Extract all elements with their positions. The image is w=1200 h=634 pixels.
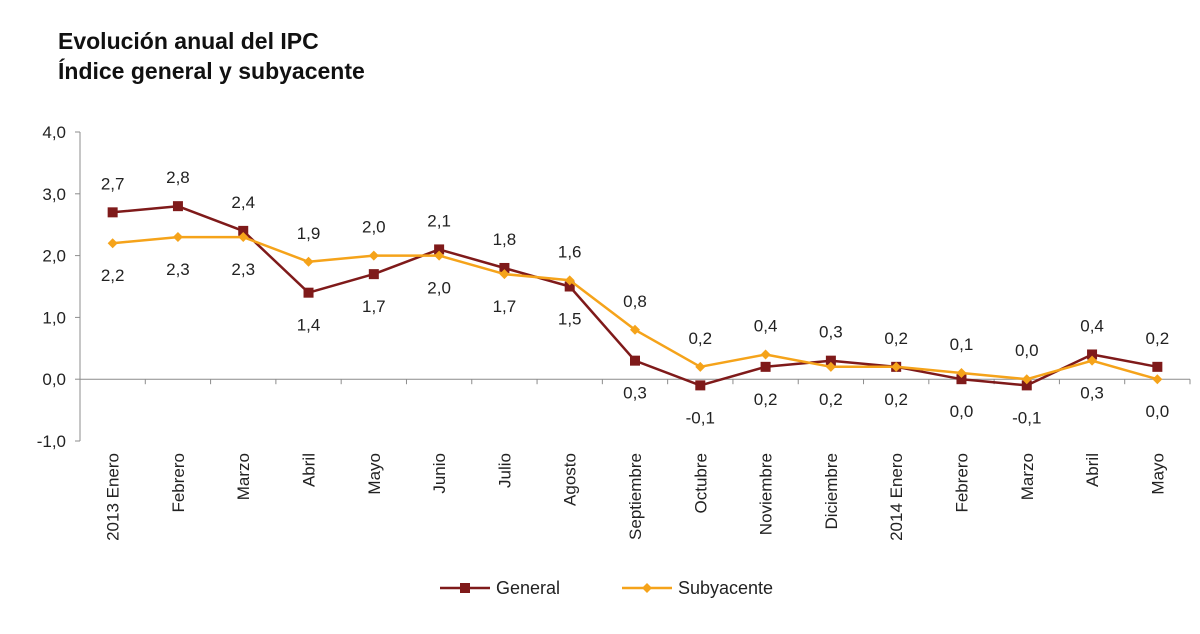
data-label-subyacente: 0,4	[754, 316, 778, 335]
data-label-general: 0,2	[1146, 329, 1170, 348]
point-subyacente	[434, 250, 445, 261]
data-label-subyacente: 2,3	[231, 260, 255, 279]
data-label-general: 1,8	[493, 230, 517, 249]
data-label-general: 2,8	[166, 168, 190, 187]
x-tick-label: 2014 Enero	[887, 453, 906, 541]
point-subyacente	[368, 250, 379, 261]
data-label-subyacente: 2,0	[362, 218, 386, 237]
data-label-subyacente: 0,8	[623, 292, 647, 311]
data-label-subyacente: 2,2	[101, 266, 125, 285]
x-tick-label: Abril	[300, 453, 319, 487]
y-tick-label: 3,0	[42, 185, 66, 204]
point-general	[1021, 380, 1032, 391]
point-subyacente	[107, 238, 118, 249]
data-label-general: 1,4	[297, 316, 321, 335]
data-label-general: 0,0	[950, 402, 974, 421]
point-general	[238, 225, 249, 236]
data-label-subyacente: 2,0	[427, 279, 451, 298]
point-subyacente	[303, 256, 314, 267]
point-subyacente	[1152, 374, 1163, 385]
x-tick-label: Marzo	[234, 453, 253, 500]
point-general	[630, 355, 640, 366]
x-tick-label: Julio	[495, 453, 514, 488]
legend-marker-subyacente	[642, 583, 652, 593]
x-tick-label: 2013 Enero	[104, 453, 123, 541]
chart-title-block: Evolución anual del IPC Índice general y…	[58, 26, 365, 86]
x-tick-label: Noviembre	[757, 453, 776, 535]
point-general	[368, 269, 379, 280]
y-tick-label: 4,0	[42, 123, 66, 142]
data-label-general: 0,3	[819, 323, 843, 342]
data-label-general: 0,4	[1080, 316, 1104, 335]
point-general	[695, 380, 706, 391]
data-label-subyacente: 0,2	[688, 329, 712, 348]
point-subyacente	[172, 232, 183, 243]
point-general	[825, 355, 836, 366]
x-tick-label: Mayo	[365, 453, 384, 495]
data-label-general: 0,2	[754, 390, 778, 409]
data-label-general: 2,7	[101, 174, 125, 193]
data-label-subyacente: 1,6	[558, 242, 582, 261]
data-label-subyacente: 0,3	[1080, 384, 1104, 403]
point-subyacente	[825, 361, 836, 372]
point-subyacente	[1087, 355, 1098, 366]
data-label-general: -0,1	[1012, 408, 1041, 427]
point-general	[564, 281, 575, 292]
data-label-general: 2,4	[231, 193, 255, 212]
data-label-subyacente: 1,7	[493, 297, 517, 316]
data-label-general: 1,7	[362, 297, 386, 316]
x-tick-label: Octubre	[691, 453, 710, 513]
point-subyacente	[891, 361, 902, 372]
point-general	[956, 374, 967, 385]
point-subyacente	[695, 361, 706, 372]
y-tick-label: -1,0	[37, 432, 66, 451]
point-general	[172, 201, 183, 212]
point-general	[434, 244, 445, 255]
data-label-subyacente: 1,9	[297, 224, 321, 243]
point-general	[1152, 361, 1163, 372]
point-general	[760, 361, 771, 372]
data-label-general: -0,1	[686, 408, 715, 427]
point-general	[303, 287, 314, 298]
legend-label-subyacente: Subyacente	[678, 578, 773, 598]
x-tick-label: Mayo	[1148, 453, 1167, 495]
x-tick-label: Diciembre	[822, 453, 841, 530]
point-subyacente	[564, 275, 575, 286]
point-subyacente	[238, 232, 249, 243]
point-general	[499, 262, 510, 273]
x-tick-label: Febrero	[169, 453, 188, 513]
y-tick-label: 2,0	[42, 247, 66, 266]
x-tick-label: Junio	[430, 453, 449, 494]
data-label-general: 2,1	[427, 211, 451, 230]
x-tick-label: Septiembre	[626, 453, 645, 540]
data-label-subyacente: 2,3	[166, 260, 190, 279]
data-label-general: 1,5	[558, 310, 582, 329]
data-label-subyacente: 0,1	[950, 335, 974, 354]
y-tick-label: 0,0	[42, 370, 66, 389]
point-subyacente	[499, 269, 510, 280]
point-subyacente	[630, 324, 640, 335]
data-label-general: 0,2	[884, 329, 908, 348]
legend-label-general: General	[496, 578, 560, 598]
data-label-general: 0,3	[623, 384, 647, 403]
point-subyacente	[956, 368, 967, 379]
point-general	[1087, 349, 1098, 360]
point-subyacente	[760, 349, 771, 360]
point-subyacente	[1021, 374, 1032, 385]
data-label-subyacente: 0,2	[884, 390, 908, 409]
legend-marker-general	[460, 583, 470, 593]
data-label-subyacente: 0,0	[1146, 402, 1170, 421]
x-tick-label: Marzo	[1018, 453, 1037, 500]
data-label-subyacente: 0,0	[1015, 341, 1039, 360]
y-tick-label: 1,0	[42, 308, 66, 327]
chart-title: Evolución anual del IPC	[58, 28, 319, 54]
x-tick-label: Abril	[1083, 453, 1102, 487]
x-tick-label: Febrero	[952, 453, 971, 513]
x-tick-label: Agosto	[561, 453, 580, 506]
chart-subtitle: Índice general y subyacente	[58, 58, 365, 84]
data-label-subyacente: 0,2	[819, 390, 843, 409]
point-general	[107, 207, 118, 218]
